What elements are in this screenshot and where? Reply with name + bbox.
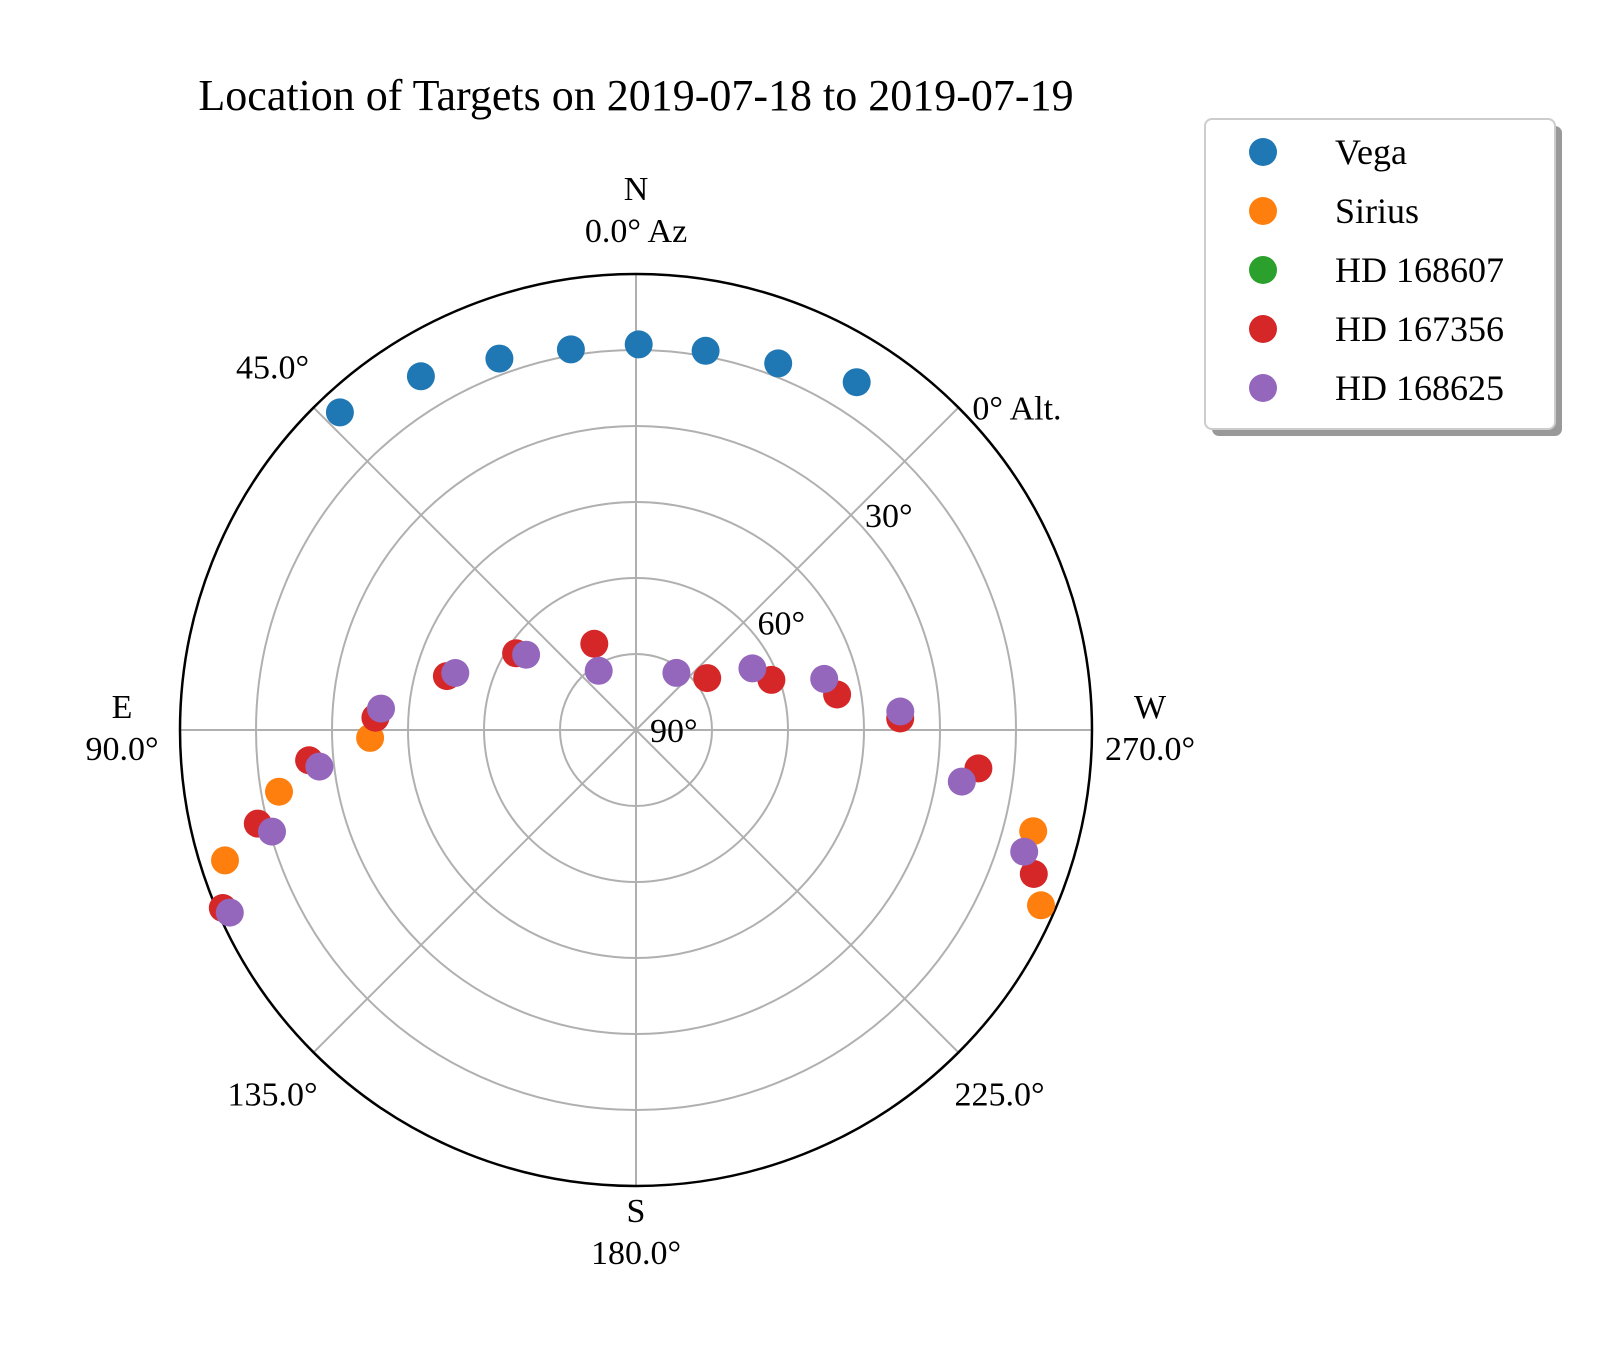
point-hd-168625	[441, 659, 470, 687]
chart-title: Location of Targets on 2019-07-18 to 201…	[198, 71, 1073, 120]
point-hd-167356	[580, 629, 609, 658]
point-hd-168625	[662, 658, 691, 687]
legend-marker-hd-168607	[1249, 256, 1277, 284]
horizon-circle	[178, 272, 1094, 1188]
azimuth-spoke	[312, 406, 637, 731]
point-hd-168625	[305, 752, 334, 781]
azimuth-label-90-sub: 90.0°	[85, 731, 158, 768]
legend-marker-sirius	[1249, 197, 1277, 225]
azimuth-label-180: S	[627, 1193, 646, 1230]
azimuth-label-0-sub: 0.0° Az	[585, 213, 687, 250]
legend-label-hd-168607: HD 168607	[1335, 250, 1504, 290]
azimuth-label-135: 135.0°	[227, 1077, 317, 1114]
point-hd-168625	[886, 697, 915, 726]
azimuth-spoke	[635, 729, 960, 1054]
point-hd-168625	[1010, 837, 1039, 866]
azimuth-label-270-sub: 270.0°	[1105, 731, 1195, 768]
point-vega	[842, 368, 871, 397]
legend-marker-hd-167356	[1249, 315, 1277, 343]
altitude-label-60: 60°	[758, 606, 806, 643]
azimuth-label-180-sub: 180.0°	[591, 1235, 681, 1272]
azimuth-spoke	[312, 729, 637, 1054]
point-sirius	[265, 777, 293, 806]
point-vega	[764, 349, 793, 378]
legend-label-sirius: Sirius	[1335, 191, 1419, 231]
point-hd-168625	[810, 664, 839, 693]
legend: Vega Sirius HD 168607 HD 167356 HD 168625	[1204, 118, 1562, 436]
azimuth-label-90: E	[112, 689, 133, 726]
azimuth-label-225: 225.0°	[954, 1077, 1044, 1114]
legend-marker-vega	[1249, 138, 1277, 166]
point-vega	[485, 344, 514, 373]
legend-items: Vega Sirius HD 168607 HD 167356 HD 168625	[1249, 132, 1504, 408]
point-vega	[406, 362, 435, 391]
legend-label-hd-168625: HD 168625	[1335, 368, 1504, 408]
point-sirius	[1027, 891, 1055, 920]
point-hd-168625	[512, 640, 541, 669]
point-hd-168625	[215, 898, 244, 927]
tick-labels: N 0.0° Az 45.0° E 90.0° 135.0° S 180.0° 225.0° W 2…	[85, 171, 1195, 1272]
legend-label-vega: Vega	[1335, 132, 1407, 172]
point-vega	[325, 398, 354, 427]
point-hd-168625	[258, 817, 286, 846]
altitude-label-90: 90°	[650, 713, 698, 750]
point-hd-168625	[947, 767, 976, 796]
altitude-label-0: 0° Alt.	[972, 391, 1061, 428]
data-points	[208, 330, 1055, 927]
legend-label-hd-167356: HD 167356	[1335, 309, 1504, 349]
legend-marker-hd-168625	[1249, 374, 1277, 402]
point-hd-168625	[367, 694, 395, 723]
point-vega	[556, 335, 585, 364]
azimuth-label-0: N	[624, 171, 649, 208]
point-hd-168625	[738, 654, 767, 683]
point-hd-167356	[693, 664, 722, 693]
polar-grid	[178, 272, 1094, 1188]
point-hd-167356	[1019, 860, 1048, 888]
altitude-label-30: 30°	[865, 498, 913, 535]
point-sirius	[211, 846, 239, 875]
point-vega	[691, 336, 720, 365]
point-vega	[624, 330, 653, 359]
legend-box	[1204, 118, 1556, 430]
azimuth-label-45: 45.0°	[236, 350, 309, 387]
azimuth-label-270: W	[1134, 689, 1167, 726]
point-hd-168625	[584, 656, 613, 685]
